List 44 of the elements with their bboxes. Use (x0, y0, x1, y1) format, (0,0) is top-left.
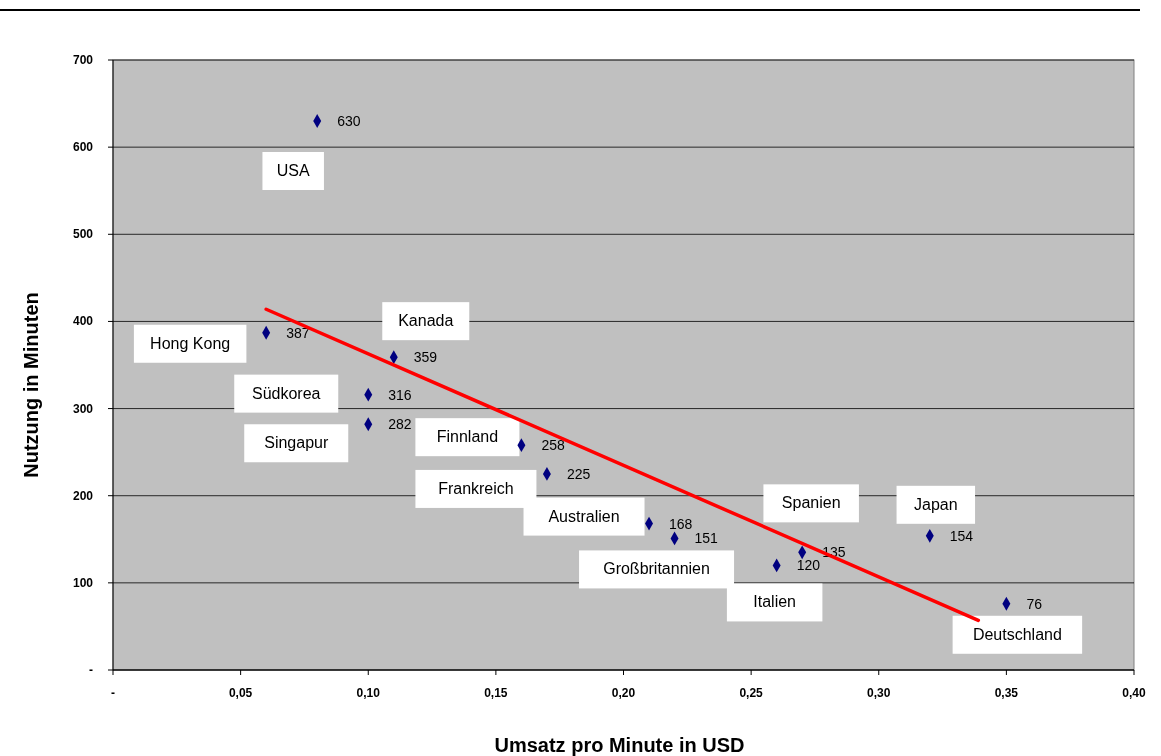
x-axis-title: Umsatz pro Minute in USD (494, 734, 745, 756)
annotation: Großbritannien (603, 560, 710, 578)
data-label: 151 (694, 530, 719, 547)
data-label: 316 (388, 386, 412, 403)
annotation: Italien (753, 593, 796, 611)
x-tick-label: 0,05 (228, 686, 253, 700)
y-tick-label: 300 (72, 401, 94, 416)
annotation: Frankreich (438, 479, 514, 497)
annotation: USA (276, 162, 310, 179)
annotation: Singapur (264, 434, 329, 452)
x-tick-label: 0,15 (484, 686, 508, 700)
annotation: Australien (548, 507, 620, 525)
x-tick-label: - (111, 686, 115, 700)
y-axis-title: Nutzung in Minuten (20, 292, 42, 478)
x-tick-label: 0,10 (356, 686, 381, 700)
x-tick-label: 0,20 (611, 686, 636, 700)
annotation: Kanada (398, 312, 454, 330)
data-label: 387 (286, 324, 310, 341)
x-tick-label: 0,40 (1122, 686, 1146, 700)
annotation: Spanien (781, 494, 841, 512)
data-label: 359 (413, 349, 438, 366)
data-label: 168 (669, 515, 693, 532)
data-label: 630 (337, 113, 361, 129)
data-label: 282 (388, 416, 412, 433)
annotation: Japan (914, 495, 958, 513)
annotation: Finnland (436, 428, 499, 446)
annotation: Deutschland (972, 625, 1062, 643)
annotation: Südkorea (252, 384, 321, 402)
x-tick-label: 0,30 (867, 686, 891, 700)
annotation: Hong Kong (150, 334, 231, 352)
x-tick-label: 0,35 (994, 686, 1019, 700)
y-tick-label: 600 (72, 140, 94, 155)
y-tick-label: 400 (72, 314, 94, 329)
data-label: 258 (541, 437, 565, 454)
y-tick-label: 200 (72, 488, 94, 503)
data-label: 154 (949, 527, 974, 544)
y-tick-label: 700 (72, 53, 94, 67)
y-tick-label: 100 (72, 575, 94, 590)
data-label: 225 (566, 465, 591, 482)
x-tick-label: 0,25 (739, 686, 764, 700)
data-label: 76 (1026, 595, 1043, 612)
y-tick-label: 500 (72, 227, 94, 242)
y-tick-label: - (89, 663, 93, 677)
data-label: 120 (796, 557, 821, 574)
